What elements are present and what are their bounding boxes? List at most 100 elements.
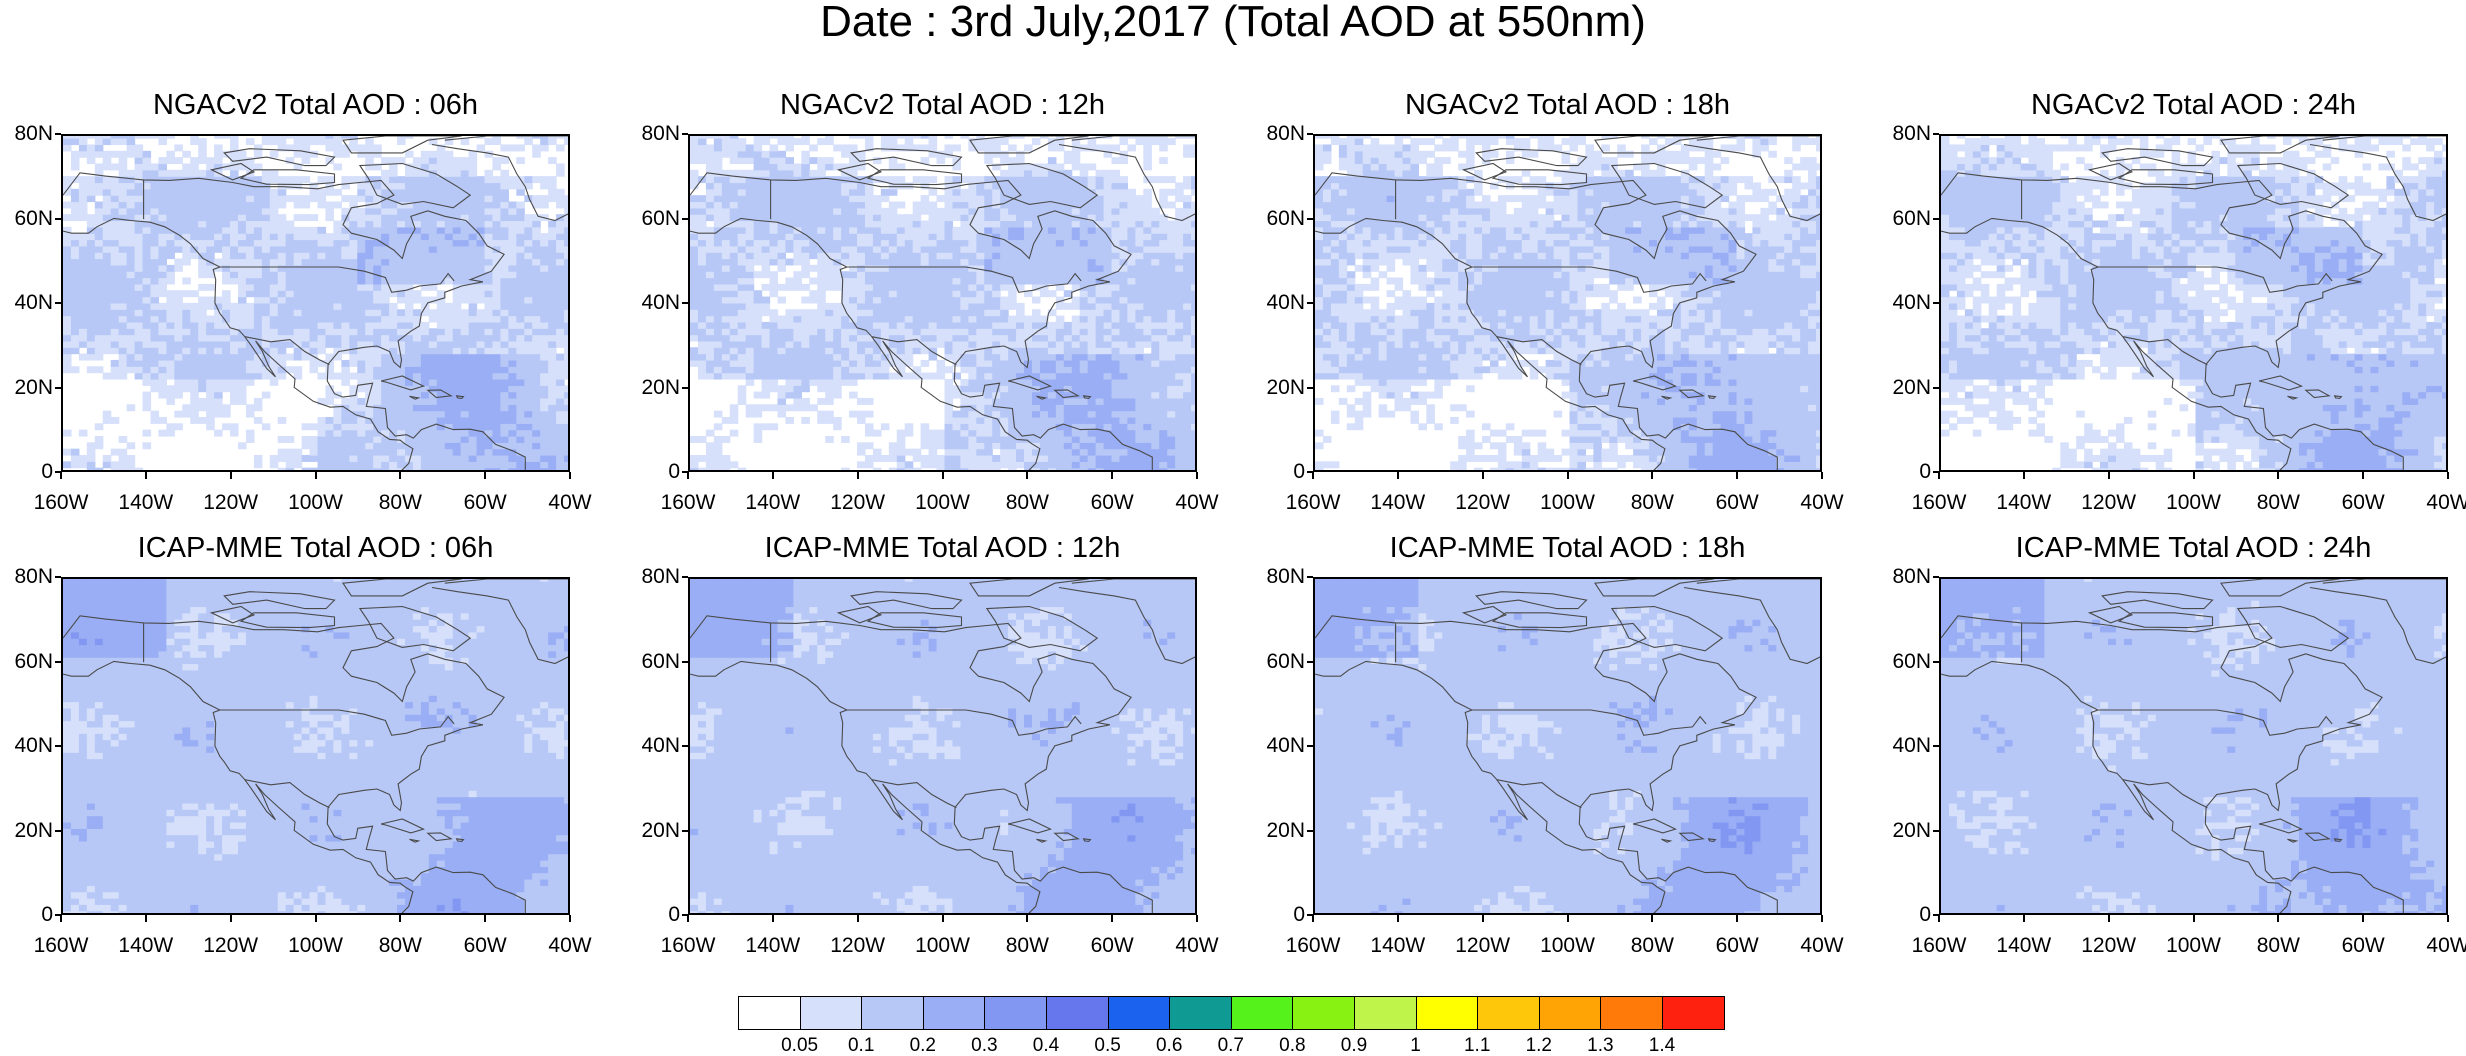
lon-tick-label: 40W [1157, 492, 1237, 514]
lat-tick-mark [55, 660, 61, 663]
coastline-island [2236, 605, 2350, 652]
lat-tick-mark [1933, 829, 1939, 832]
lon-tick-mark [484, 472, 487, 479]
lon-tick-mark [399, 915, 402, 922]
lon-tick-label: 120W [191, 935, 271, 957]
lon-tick-label: 40W [1157, 935, 1237, 957]
coastline-north-america [1941, 172, 2404, 470]
aod-field [690, 136, 1195, 470]
coastline-greenland [2309, 579, 2446, 665]
coastline-island [2236, 162, 2350, 209]
coastline-island [1082, 395, 1092, 399]
lon-tick-label: 100W [903, 492, 983, 514]
lon-tick-mark [60, 472, 62, 479]
colorbar-box [1415, 996, 1479, 1030]
aod-field [690, 579, 1195, 913]
lon-tick-mark [144, 915, 147, 922]
coastline-island [1036, 395, 1048, 400]
lon-tick-mark [2107, 915, 2110, 922]
lon-tick-mark [1938, 915, 1940, 922]
lat-tick-label: 0 [1245, 461, 1305, 483]
map-plot-area [1939, 577, 2448, 915]
lat-tick-mark [682, 386, 688, 389]
lon-tick-label: 100W [1528, 935, 1608, 957]
coastline-island [455, 395, 465, 399]
lon-tick-mark [771, 472, 774, 479]
coastline-island [2101, 591, 2214, 610]
lon-tick-label: 80W [2238, 492, 2318, 514]
colorbar-label: 0.8 [1262, 1036, 1322, 1056]
aod-field [63, 136, 568, 470]
map-panel: NGACv2 Total AOD : 24h 80N 60N 40N 20N 0 160W 1… [1892, 90, 2466, 514]
panel-title: ICAP-MME Total AOD : 18h [1313, 533, 1822, 563]
lat-tick-label: 40N [620, 292, 680, 314]
country-border [1471, 709, 1707, 736]
lat-tick-label: 40N [1871, 292, 1931, 314]
lon-tick-mark [314, 915, 317, 922]
lat-tick-mark [1933, 660, 1939, 663]
lat-tick-mark [1307, 660, 1313, 663]
lon-tick-mark [941, 472, 944, 479]
lon-tick-label: 160W [648, 492, 728, 514]
coastline-island [342, 579, 462, 597]
aod-map [1315, 579, 1820, 913]
aod-field [1315, 579, 1820, 913]
coastline-island [358, 162, 472, 209]
colorbar-box [1538, 996, 1602, 1030]
aod-map [63, 136, 568, 470]
lon-tick-label: 80W [987, 492, 1067, 514]
colorbar-label: 1.4 [1632, 1036, 1692, 1056]
lat-tick-mark [682, 576, 688, 578]
lat-tick-label: 40N [1245, 292, 1305, 314]
coastline-island [223, 148, 336, 167]
lat-tick-mark [1933, 302, 1939, 304]
aod-field [1941, 579, 2446, 913]
coastline-island [2258, 375, 2304, 391]
lon-tick-mark [941, 915, 944, 922]
lat-tick-mark [55, 302, 61, 304]
lon-tick-label: 40W [2408, 492, 2466, 514]
lat-tick-label: 40N [0, 292, 53, 314]
lon-tick-mark [2192, 472, 2195, 479]
map-plot-area [1939, 134, 2448, 472]
lon-tick-label: 100W [1528, 492, 1608, 514]
coastline-island [209, 605, 256, 624]
map-panel: ICAP-MME Total AOD : 18h 80N 60N 40N 20N 0 160… [1266, 533, 1843, 957]
colorbar-label: 0.4 [1016, 1036, 1076, 1056]
lon-tick-label: 60W [1072, 935, 1152, 957]
lat-tick-label: 80N [620, 566, 680, 588]
lat-tick-mark [55, 133, 61, 135]
lat-tick-mark [1933, 217, 1939, 220]
aod-map [690, 136, 1195, 470]
country-border [1496, 779, 1582, 809]
lat-tick-label: 80N [0, 566, 53, 588]
lon-tick-label: 120W [2069, 492, 2149, 514]
lon-tick-mark [1938, 472, 1940, 479]
lat-tick-label: 40N [620, 735, 680, 757]
coastline-island [1491, 612, 1588, 629]
lon-tick-mark [856, 472, 859, 479]
lat-tick-mark [1307, 914, 1313, 916]
lon-tick-mark [1312, 472, 1314, 479]
coastline-island [1632, 818, 1678, 834]
coastline-island [1475, 148, 1588, 167]
lat-tick-label: 20N [620, 819, 680, 842]
lon-tick-label: 160W [21, 492, 101, 514]
map-plot-area [61, 577, 570, 915]
lat-tick-mark [1933, 745, 1939, 747]
coastline-island [985, 162, 1099, 209]
lon-tick-label: 40W [1782, 492, 1862, 514]
aod-map [1941, 136, 2446, 470]
colorbar-label: 1.1 [1447, 1036, 1507, 1056]
map-plot-area [1313, 577, 1822, 915]
panel-title: NGACv2 Total AOD : 12h [688, 90, 1197, 120]
coastline-island [380, 818, 426, 834]
colorbar-label: 1 [1386, 1036, 1446, 1056]
coastline-island [239, 612, 336, 629]
coastline-island [1610, 162, 1724, 209]
lon-tick-mark [2362, 472, 2365, 479]
lat-tick-label: 0 [620, 904, 680, 926]
coastline-island [1475, 591, 1588, 610]
map-panel: ICAP-MME Total AOD : 24h 80N 60N 40N 20N 0 160… [1892, 533, 2466, 957]
coastline-island [1053, 389, 1080, 399]
